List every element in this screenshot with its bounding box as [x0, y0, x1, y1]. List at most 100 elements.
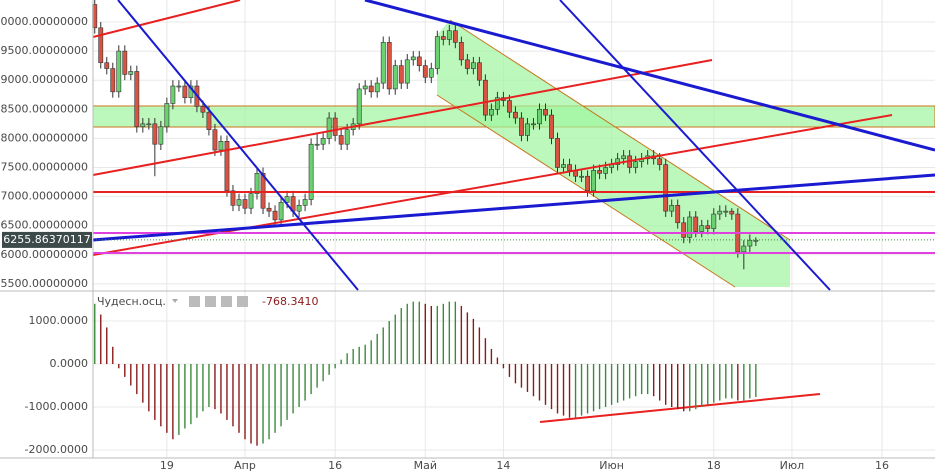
candle-body: [464, 59, 470, 69]
candle-body: [236, 199, 242, 206]
candle-body: [380, 42, 386, 84]
trend-line: [92, 114, 893, 256]
last-price-box: [2, 231, 92, 248]
candle-body: [152, 123, 158, 145]
candle-body: [122, 50, 128, 75]
candle-body: [128, 71, 134, 75]
candle-body: [693, 216, 699, 232]
y-tick-label: 9500.00000000: [1, 44, 88, 57]
candle-body: [404, 59, 410, 84]
candle-body: [657, 158, 663, 165]
candle-body: [362, 85, 368, 90]
candle-body: [567, 164, 572, 171]
x-tick-label: Июн: [599, 459, 624, 472]
candle-body: [356, 88, 362, 125]
y-tick-label: 6500.00000000: [1, 219, 88, 232]
candle-body: [140, 123, 146, 128]
candle-body: [254, 173, 260, 194]
candle-body: [555, 138, 560, 168]
candle-body: [434, 36, 440, 69]
candle-body: [476, 62, 482, 81]
candle-body: [699, 225, 705, 232]
candle-body: [753, 239, 759, 242]
candle-body: [681, 222, 687, 238]
candle-body: [278, 202, 284, 221]
candle-body: [579, 175, 584, 178]
candle-body: [344, 129, 350, 145]
candle-body: [248, 193, 254, 209]
candle-body: [621, 155, 627, 160]
candle-body: [591, 170, 596, 192]
y-tick-label: 7000.00000000: [1, 190, 88, 203]
y-tick-label: 9000.00000000: [1, 73, 88, 86]
candle-body: [332, 117, 338, 136]
candle-body: [446, 30, 452, 40]
candle-body: [98, 27, 104, 64]
candle-body: [561, 164, 566, 168]
candle-body: [176, 85, 182, 88]
candle-body: [170, 85, 176, 104]
candle-body: [320, 138, 326, 145]
trend-line: [539, 393, 821, 423]
candle-body: [482, 79, 488, 116]
y-tick-label: -2000.0000: [25, 443, 88, 456]
x-tick-label: 18: [707, 459, 721, 472]
candle-body: [314, 143, 320, 146]
candle-body: [741, 245, 747, 253]
x-tick-label: 19: [160, 459, 174, 472]
candle-body: [110, 68, 116, 93]
candle-body: [537, 108, 542, 125]
candle-body: [272, 210, 278, 221]
x-tick-label: Июл: [780, 459, 805, 472]
candle-body: [428, 68, 434, 78]
candle-body: [326, 117, 332, 139]
candle-body: [603, 167, 608, 174]
trend-line: [364, 0, 935, 152]
candle-body: [687, 216, 693, 238]
candle-body: [134, 71, 140, 128]
candle-body: [723, 210, 729, 213]
candle-body: [368, 85, 374, 93]
trend-line: [92, 0, 241, 38]
candle-body: [104, 62, 110, 69]
candle-body: [206, 111, 212, 130]
x-tick-label: 14: [496, 459, 510, 472]
candle-body: [513, 111, 518, 119]
settings-icon[interactable]: [189, 296, 200, 307]
dropdown-icon[interactable]: [172, 299, 178, 303]
candle-body: [663, 164, 669, 212]
candle-body: [705, 225, 711, 229]
candle-body: [374, 82, 380, 93]
candle-body: [488, 108, 494, 116]
x-tick-label: Апр: [234, 459, 256, 472]
y-tick-label: -1000.0000: [25, 400, 88, 413]
settings-icon[interactable]: [205, 296, 216, 307]
y-tick-label: 1000.0000: [29, 314, 89, 327]
candle-body: [525, 123, 530, 136]
candle-body: [416, 56, 422, 66]
candle-body: [729, 210, 735, 215]
candle-body: [284, 196, 290, 203]
grid: [93, 0, 935, 458]
candle-body: [452, 30, 458, 43]
y-tick-label: 0.0000: [50, 357, 89, 370]
y-tick-label: 10000.00000000: [0, 15, 88, 28]
candle-body: [212, 129, 218, 151]
candle-body: [230, 190, 236, 206]
close-icon[interactable]: [237, 296, 248, 307]
add-icon[interactable]: [221, 296, 232, 307]
trend-line: [117, 0, 359, 291]
candle-body: [308, 143, 314, 200]
candle-body: [470, 62, 476, 69]
x-tick-label: 16: [328, 459, 342, 472]
trend-line: [92, 173, 935, 242]
y-tick-label: 5500.00000000: [1, 277, 88, 290]
channel-line: [449, 19, 791, 241]
candle-body: [392, 65, 398, 90]
candle-body: [440, 36, 446, 40]
oscillator-title: Чудесн.осц.: [97, 295, 166, 308]
candle-body: [675, 205, 681, 224]
candle-body: [549, 114, 554, 139]
